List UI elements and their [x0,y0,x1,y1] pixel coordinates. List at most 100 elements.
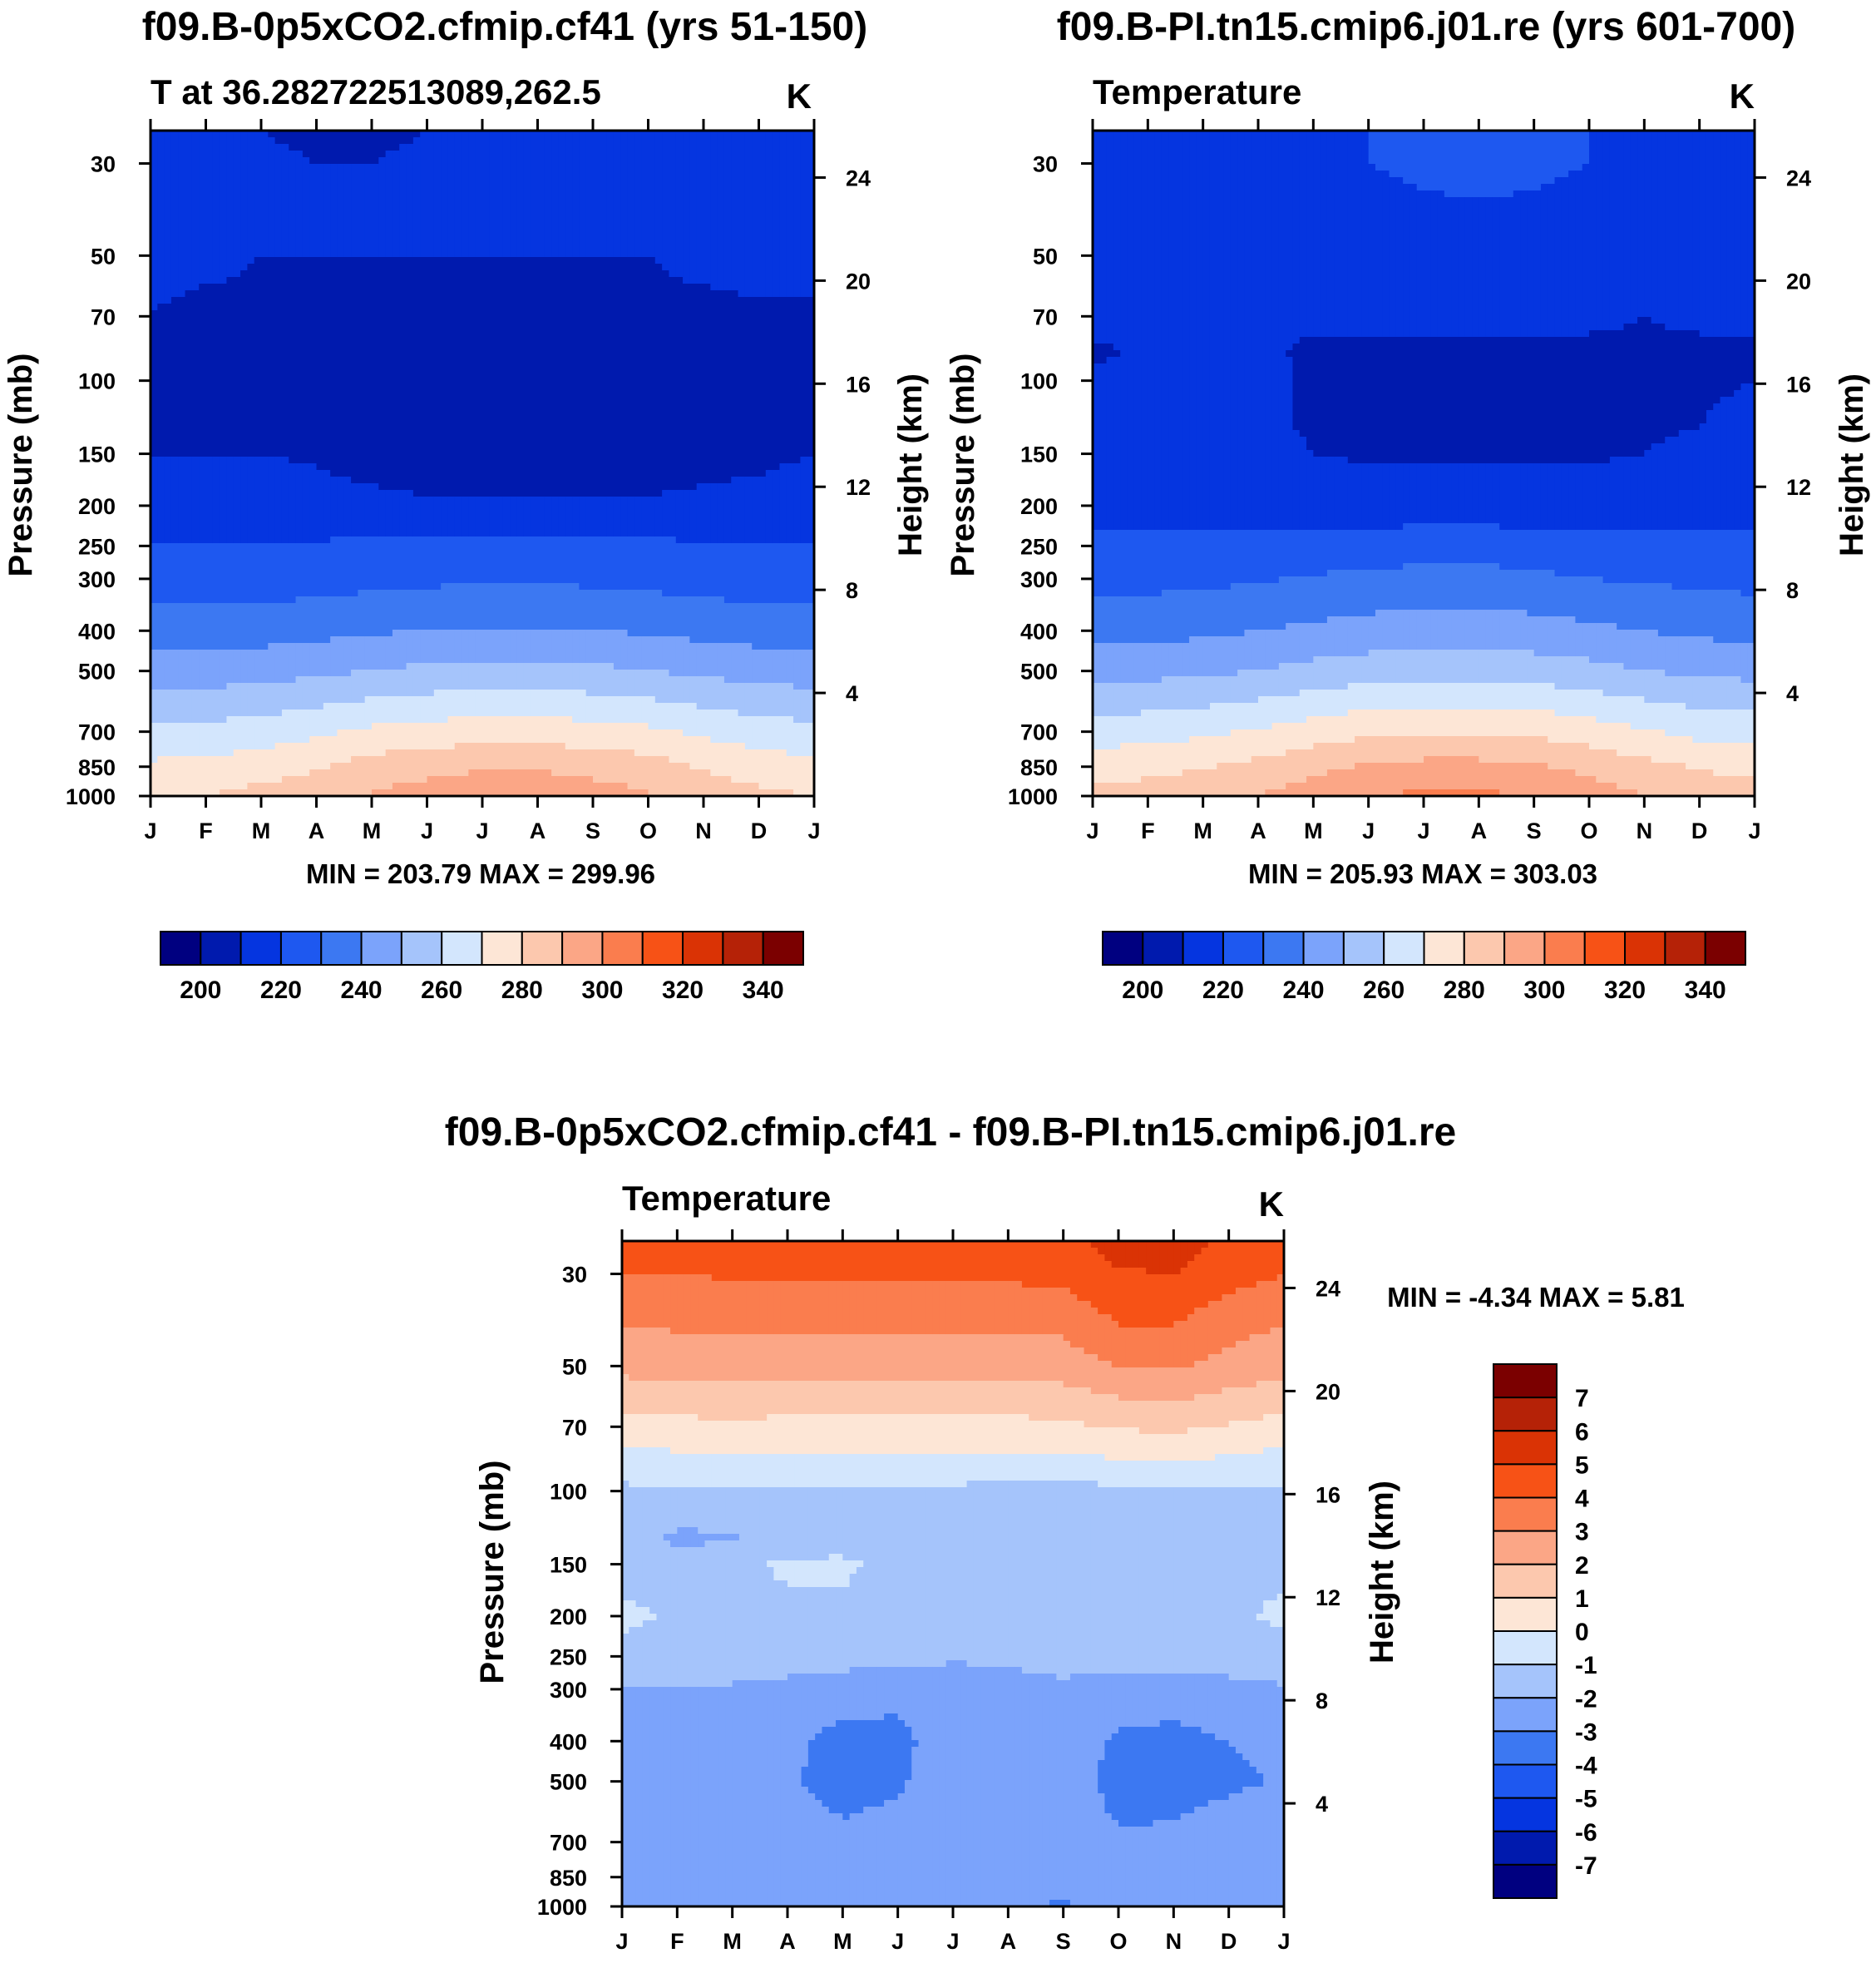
heat-cell [309,330,318,338]
heat-cell [412,383,421,391]
heat-cell [496,390,504,398]
heat-cell [274,443,283,451]
heat-cell [765,390,773,398]
heat-cell [399,210,407,218]
heat-cell [669,210,677,218]
heat-cell [523,270,531,278]
heat-cell [502,171,511,178]
heat-cell [634,410,642,418]
heat-cell [496,164,504,171]
heat-cell [758,437,767,444]
heat-cell [468,204,476,211]
heat-cell [634,290,642,298]
heat-cell [412,304,421,311]
heat-cell [537,190,546,198]
heat-cell [648,230,656,238]
heat-cell [151,237,158,245]
heat-cell [710,137,718,145]
heat-cell [468,410,476,418]
heat-cell [254,417,262,424]
heat-cell [330,137,338,145]
heat-cell [773,437,781,444]
heat-cell [468,184,476,191]
heat-cell [406,417,414,424]
heat-cell [247,151,255,158]
heat-cell [468,390,476,398]
heat-cell [613,250,621,258]
heat-cell [738,171,746,178]
heat-cell [752,144,760,151]
heat-cell [412,410,421,418]
heat-cell [170,437,179,444]
heat-cell [731,450,739,457]
heat-cell [689,171,698,178]
heat-cell [606,463,615,471]
heat-cell [220,290,228,298]
heat-cell [337,184,345,191]
heat-cell [613,423,621,431]
heat-cell [240,330,248,338]
heat-cell [620,324,629,331]
heat-cell [468,137,476,145]
heat-cell [710,383,718,391]
heat-cell [447,443,456,451]
heat-cell [191,304,200,311]
heat-cell [510,290,518,298]
heat-cell [779,324,787,331]
heat-cell [185,210,193,218]
heat-cell [191,190,200,198]
heat-cell [454,390,462,398]
heat-cell [309,417,318,424]
heat-cell [558,350,566,358]
heat-cell [558,264,566,271]
heat-cell [502,430,511,438]
heat-cell [675,244,684,251]
heat-cell [447,284,456,291]
heat-cell [523,244,531,251]
heat-cell [723,151,732,158]
heat-cell [613,277,621,284]
heat-cell [281,264,289,271]
heat-cell [302,310,310,318]
heat-cell [475,210,483,218]
heat-cell [572,337,580,344]
heat-cell [793,430,801,438]
heat-cell [420,357,428,364]
heat-cell [178,290,186,298]
heat-cell [496,337,504,344]
heat-cell [496,157,504,165]
heat-cell [323,230,331,238]
heat-cell [420,210,428,218]
heat-cell [295,324,304,331]
heat-cell [199,151,207,158]
heat-cell [620,310,629,318]
heat-cell [295,164,304,171]
heat-cell [406,230,414,238]
heat-cell [226,284,234,291]
heat-cell [378,184,387,191]
heat-cell [765,437,773,444]
heat-cell [462,324,469,331]
heat-cell [427,190,435,198]
heat-cell [482,277,490,284]
heat-cell [164,410,172,418]
heat-cell [807,370,814,378]
heat-cell [358,257,366,265]
heat-cell [372,337,379,344]
heat-cell [343,157,352,165]
heat-cell [641,144,649,151]
heat-cell [523,363,531,371]
heat-cell [551,297,560,304]
heat-cell [372,244,379,251]
heat-cell [793,171,801,178]
heat-cell [675,390,684,398]
heat-cell [427,443,435,451]
heat-cell [627,177,635,185]
heat-cell [351,204,358,211]
heat-cell [510,403,518,411]
heat-cell [627,297,635,304]
heat-cell [675,164,684,171]
heat-cell [185,250,193,258]
heat-cell [482,144,490,151]
heat-cell [289,237,297,245]
